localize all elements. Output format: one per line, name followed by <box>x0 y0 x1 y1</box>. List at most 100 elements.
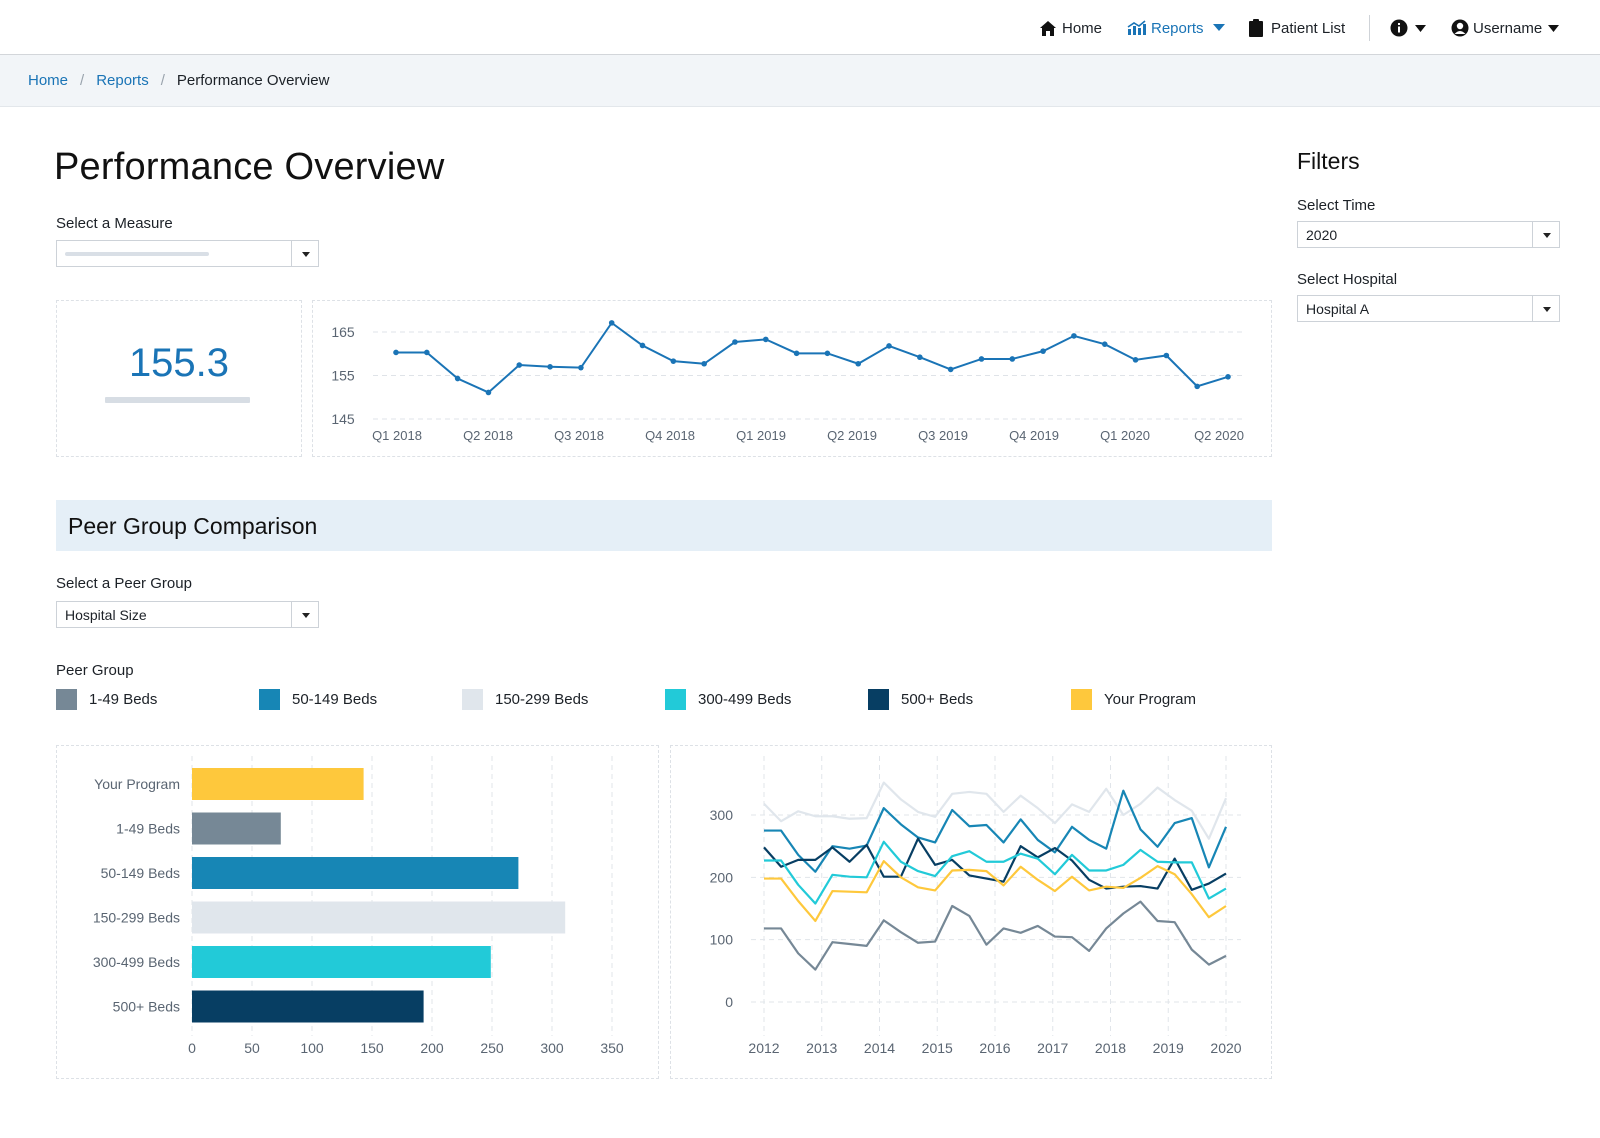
x-tick-label: 0 <box>188 1040 196 1056</box>
series-line <box>764 840 1227 905</box>
trend-point <box>578 364 584 371</box>
home-icon <box>1040 20 1056 36</box>
legend-label: 500+ Beds <box>901 690 974 708</box>
trend-point <box>947 366 954 373</box>
kpi-underline-bar <box>105 397 250 403</box>
legend-swatch <box>56 688 77 710</box>
caret-down-icon <box>1548 24 1560 32</box>
breadcrumb-home-link[interactable]: Home <box>28 72 69 89</box>
page-title: Performance Overview <box>54 146 445 188</box>
trend-point <box>1225 374 1231 380</box>
nav-divider <box>1369 15 1370 41</box>
bar <box>192 946 491 978</box>
x-tick-label: Q2 2019 <box>827 428 877 443</box>
bar <box>192 812 281 845</box>
breadcrumb-separator: / <box>80 72 85 89</box>
x-tick-label: Q3 2018 <box>554 428 604 443</box>
legend-label: 50-149 Beds <box>292 690 378 708</box>
kpi-card: 155.3 <box>56 300 302 457</box>
x-tick-label: Q4 2018 <box>645 428 695 443</box>
bar <box>192 901 566 934</box>
time-filter-label: Select Time <box>1297 197 1376 214</box>
x-tick-label: Q2 2020 <box>1194 428 1244 443</box>
bar <box>192 768 364 800</box>
trend-point <box>886 343 892 349</box>
legend-swatch <box>462 688 483 710</box>
breadcrumb: Home / Reports / Performance Overview <box>28 72 329 89</box>
breadcrumb-current: Performance Overview <box>176 72 330 89</box>
category-label: 300-499 Beds <box>93 954 180 970</box>
x-tick-label: 300 <box>540 1040 564 1056</box>
x-tick-label: 2020 <box>1210 1040 1241 1056</box>
x-tick-label: Q3 2019 <box>918 428 968 443</box>
category-label: 1-49 Beds <box>116 821 180 837</box>
peer-group-legend-title: Peer Group <box>56 662 134 679</box>
trend-point <box>917 354 923 361</box>
nav-patient-list-link[interactable]: Patient List <box>1249 17 1345 39</box>
measure-select[interactable] <box>56 240 319 267</box>
trend-point <box>1194 383 1200 390</box>
series-line <box>764 900 1227 971</box>
time-filter-arrow[interactable] <box>1532 222 1559 247</box>
trend-point <box>639 342 646 349</box>
category-label: 50-149 Beds <box>101 865 180 881</box>
breadcrumb-reports-link[interactable]: Reports <box>96 72 149 89</box>
trend-point <box>1071 333 1077 339</box>
nav-username-label: Username <box>1473 19 1543 37</box>
nav-home-link[interactable]: Home <box>1039 17 1102 39</box>
y-tick-label: 145 <box>331 411 355 427</box>
bar-chart-card: 0 50 100 150 200 250 300 350 Your Program 1-49 Be… <box>56 745 659 1079</box>
legend-item: 300-499 Beds <box>665 688 792 710</box>
trend-point <box>1040 348 1046 354</box>
clipboard-icon <box>1249 19 1263 37</box>
y-tick-label: 0 <box>725 994 733 1010</box>
x-tick-label: 250 <box>480 1040 504 1056</box>
measure-select-arrow[interactable] <box>291 241 318 266</box>
y-tick-label: 155 <box>331 368 355 384</box>
breadcrumb-bar: Home / Reports / Performance Overview <box>0 55 1600 107</box>
series-line <box>764 860 1227 923</box>
time-filter-select[interactable]: 2020 <box>1297 221 1560 248</box>
nav-patient-list-label: Patient List <box>1271 19 1346 37</box>
nav-reports-menu[interactable]: Reports <box>1127 17 1230 39</box>
legend-swatch <box>665 688 686 710</box>
chart-icon <box>1127 20 1146 35</box>
trend-point <box>978 356 985 362</box>
trend-point <box>1163 352 1170 359</box>
x-tick-label: 2018 <box>1095 1040 1126 1056</box>
trend-point <box>454 375 461 382</box>
peer-group-select[interactable]: Hospital Size <box>56 601 319 628</box>
trend-point <box>855 360 862 367</box>
top-navbar: Home Reports Patient List Username <box>0 0 1600 55</box>
peer-group-select-arrow[interactable] <box>291 602 318 627</box>
category-label: 500+ Beds <box>113 999 180 1015</box>
hospital-filter-select[interactable]: Hospital A <box>1297 295 1560 322</box>
legend-label: 300-499 Beds <box>698 690 792 708</box>
trend-point <box>1009 356 1016 362</box>
y-tick-label: 165 <box>331 324 355 340</box>
nav-info-menu[interactable] <box>1390 17 1431 39</box>
filters-title: Filters <box>1297 148 1360 174</box>
x-tick-label: 2015 <box>922 1040 953 1056</box>
hospital-filter-arrow[interactable] <box>1532 296 1559 321</box>
trend-point <box>670 358 677 364</box>
x-tick-label: 2017 <box>1037 1040 1068 1056</box>
trend-point <box>516 362 523 368</box>
legend-item: Your Program <box>1071 688 1196 710</box>
trend-point <box>1101 341 1108 347</box>
hospital-filter-label: Select Hospital <box>1297 271 1398 288</box>
measure-placeholder-bar <box>65 252 209 256</box>
x-tick-label: 200 <box>420 1040 444 1056</box>
series-line <box>763 781 1228 840</box>
x-tick-label: Q1 2018 <box>372 428 422 443</box>
peer-group-section-header: Peer Group Comparison <box>56 500 1272 551</box>
trend-point <box>732 339 738 345</box>
x-tick-label: Q2 2018 <box>463 428 513 443</box>
bar <box>192 990 424 1023</box>
trend-series-line <box>396 321 1229 394</box>
trend-line-chart: 145 155 165 Q1 2018 Q2 2018 Q3 2018 Q4 2018 Q1 … <box>331 320 1244 443</box>
nav-user-menu[interactable]: Username <box>1451 17 1564 39</box>
legend-item: 50-149 Beds <box>259 688 378 710</box>
series-line <box>764 789 1228 873</box>
trend-point <box>701 360 707 367</box>
